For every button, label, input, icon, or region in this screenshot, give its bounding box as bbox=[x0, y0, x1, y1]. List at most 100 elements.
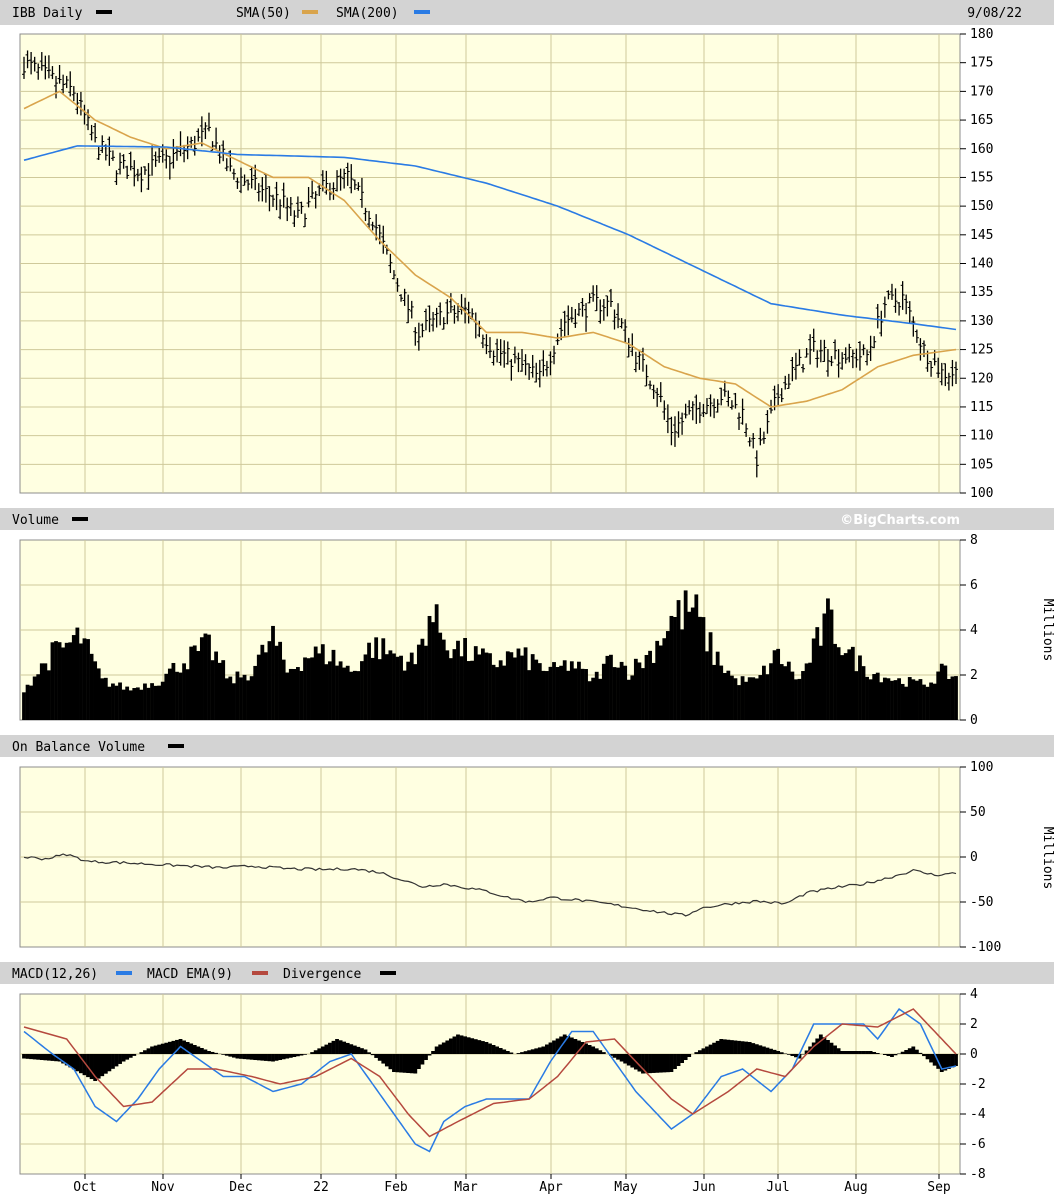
divergence-bar bbox=[758, 1045, 763, 1055]
volume-bar bbox=[676, 600, 681, 720]
price-bar bbox=[911, 316, 916, 337]
price-bar bbox=[598, 299, 603, 324]
divergence-bar bbox=[416, 1054, 421, 1070]
price-bar bbox=[459, 294, 464, 315]
divergence-bar bbox=[310, 1052, 315, 1055]
volume-bar bbox=[480, 648, 485, 720]
volume-bar bbox=[890, 680, 894, 720]
volume-bar bbox=[836, 647, 841, 720]
price-bar bbox=[452, 305, 457, 324]
price-bar bbox=[527, 363, 532, 380]
divergence-bar bbox=[132, 1054, 137, 1056]
volume-bar bbox=[313, 646, 318, 720]
volume-bar bbox=[626, 679, 631, 720]
divergence-bar bbox=[850, 1051, 855, 1055]
price-bar bbox=[584, 303, 589, 332]
divergence-bar bbox=[363, 1049, 368, 1055]
price-bar bbox=[950, 359, 955, 387]
price-bar bbox=[299, 201, 304, 214]
divergence-bar bbox=[552, 1040, 556, 1055]
volume-bar bbox=[609, 654, 613, 720]
volume-bar bbox=[470, 660, 475, 720]
volume-bar bbox=[644, 654, 649, 720]
price-bar bbox=[580, 298, 585, 317]
divergence-bar bbox=[36, 1054, 41, 1060]
volume-bar bbox=[697, 616, 702, 720]
divergence-bar bbox=[61, 1054, 66, 1064]
price-bar bbox=[153, 151, 158, 167]
price-ytick-160: 160 bbox=[970, 142, 993, 157]
divergence-bar bbox=[911, 1046, 916, 1055]
volume-bar bbox=[82, 638, 87, 720]
divergence-bar bbox=[349, 1044, 354, 1055]
divergence-bar bbox=[75, 1054, 80, 1072]
divergence-bar bbox=[900, 1051, 905, 1055]
volume-bar bbox=[118, 682, 122, 720]
volume-ytick-2: 2 bbox=[970, 668, 978, 683]
price-bar bbox=[128, 151, 133, 171]
volume-bar bbox=[249, 676, 254, 720]
price-bar bbox=[114, 170, 119, 185]
price-bar bbox=[199, 116, 204, 147]
divergence-bar bbox=[331, 1040, 336, 1055]
volume-bar bbox=[278, 641, 283, 720]
price-bar bbox=[57, 64, 62, 84]
price-bar bbox=[676, 411, 681, 438]
price-bar bbox=[331, 182, 336, 200]
divergence-bar bbox=[64, 1054, 69, 1066]
divergence-bar bbox=[395, 1054, 400, 1073]
divergence-bar bbox=[577, 1040, 581, 1055]
divergence-bar bbox=[473, 1039, 478, 1055]
divergence-bar bbox=[111, 1054, 115, 1069]
sma200-legend-swatch bbox=[414, 10, 430, 14]
price-bar bbox=[121, 154, 126, 169]
divergence-bar bbox=[904, 1050, 909, 1055]
price-bar bbox=[292, 210, 297, 227]
price-bar bbox=[882, 296, 887, 318]
price-bar bbox=[402, 288, 407, 306]
volume-bar bbox=[584, 669, 588, 720]
divergence-bar bbox=[224, 1054, 229, 1056]
volume-bar bbox=[712, 664, 717, 720]
price-bar bbox=[221, 140, 226, 162]
divergence-bar bbox=[338, 1040, 343, 1055]
volume-bar bbox=[452, 649, 457, 720]
price-bar bbox=[875, 303, 880, 329]
volume-bar bbox=[288, 668, 293, 720]
divergence-bar bbox=[441, 1042, 446, 1055]
divergence-bar bbox=[256, 1054, 261, 1061]
volume-bar bbox=[57, 642, 62, 720]
volume-bar bbox=[537, 663, 542, 720]
volume-bar bbox=[32, 676, 37, 720]
price-bar bbox=[68, 71, 73, 97]
price-bar bbox=[61, 74, 66, 94]
volume-bar bbox=[929, 682, 933, 720]
volume-bar bbox=[612, 667, 617, 720]
price-bar bbox=[303, 213, 308, 228]
volume-bar bbox=[196, 651, 201, 720]
volume-bar bbox=[886, 678, 891, 720]
price-bar bbox=[868, 335, 873, 361]
x-tick-nov: Nov bbox=[151, 1180, 175, 1195]
volume-bar bbox=[829, 609, 834, 720]
price-bar bbox=[313, 191, 318, 209]
divergence-bar bbox=[840, 1051, 845, 1055]
volume-bar bbox=[207, 634, 211, 720]
divergence-bar bbox=[712, 1042, 717, 1055]
volume-bar bbox=[900, 683, 905, 720]
divergence-bar bbox=[641, 1054, 645, 1074]
volume-bar bbox=[744, 681, 749, 720]
x-tick-oct: Oct bbox=[73, 1180, 96, 1195]
divergence-bar bbox=[459, 1035, 464, 1055]
divergence-bar bbox=[872, 1052, 877, 1055]
divergence-bar bbox=[875, 1053, 880, 1055]
divergence-bar bbox=[263, 1054, 268, 1061]
x-tick-may: May bbox=[614, 1180, 638, 1195]
divergence-bar bbox=[39, 1054, 44, 1061]
divergence-bar bbox=[32, 1054, 37, 1060]
volume-bar bbox=[235, 671, 240, 720]
price-bar bbox=[704, 398, 709, 415]
divergence-bar bbox=[708, 1044, 713, 1055]
price-bar bbox=[142, 166, 147, 175]
volume-bar bbox=[925, 686, 930, 720]
